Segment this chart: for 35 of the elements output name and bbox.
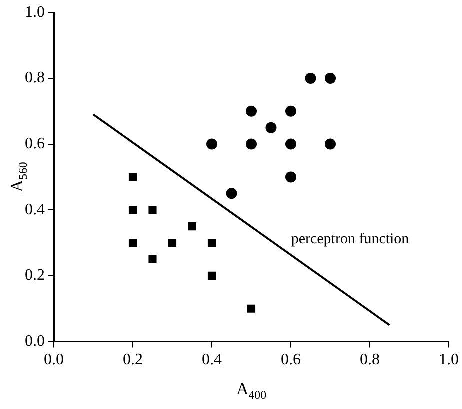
point	[208, 239, 216, 248]
x-tick-label: 0.0	[44, 352, 64, 369]
y-tick-label: 0.0	[25, 333, 45, 350]
y-tick-label: 0.4	[25, 201, 45, 218]
y-tick-label: 1.0	[25, 4, 45, 21]
point	[305, 72, 316, 84]
x-tick-label: 0.2	[123, 352, 143, 369]
y-tick-label: 0.8	[25, 70, 45, 87]
point	[286, 138, 296, 150]
y-tick-label: 0.6	[25, 135, 45, 152]
annotation: perceptron function	[291, 232, 410, 248]
point	[246, 106, 257, 117]
point	[128, 239, 138, 248]
point	[206, 138, 218, 150]
y-axis-title: A560	[7, 162, 30, 192]
point	[168, 239, 177, 248]
point	[266, 122, 277, 134]
point	[128, 173, 138, 182]
x-tick-label: 0.4	[202, 352, 222, 369]
x-tick-label: 0.8	[360, 352, 380, 369]
point	[286, 106, 296, 117]
point	[325, 138, 336, 150]
point	[208, 272, 216, 280]
point	[247, 304, 256, 313]
point	[286, 172, 296, 183]
point	[148, 255, 157, 264]
x-tick-label: 1.0	[439, 352, 459, 369]
x-tick-label: 0.6	[281, 352, 301, 369]
point	[226, 188, 238, 200]
point	[148, 206, 157, 214]
point	[246, 138, 257, 150]
point	[325, 72, 336, 84]
point	[188, 222, 196, 231]
point	[128, 206, 138, 214]
y-tick-label: 0.2	[25, 267, 45, 284]
